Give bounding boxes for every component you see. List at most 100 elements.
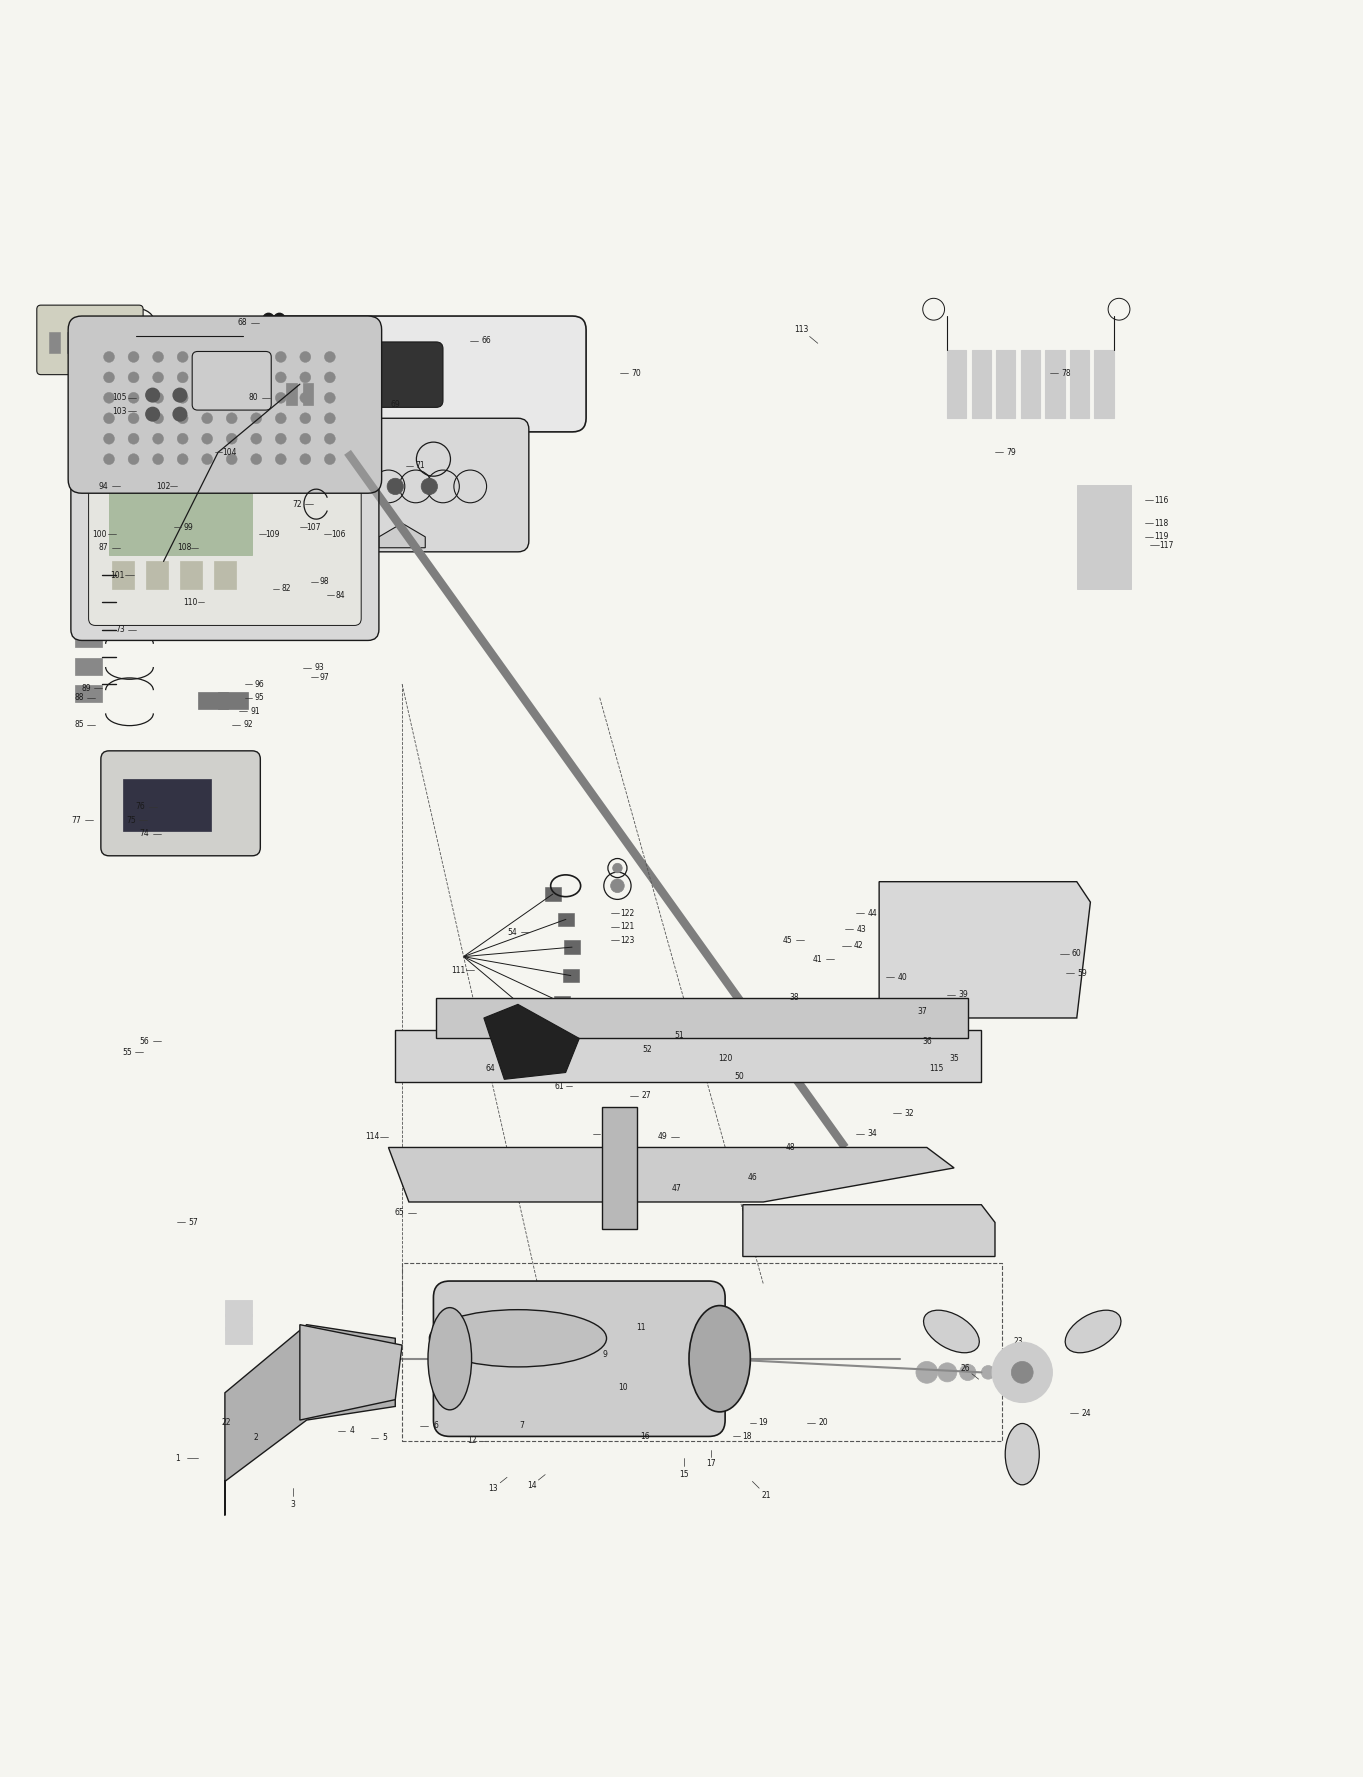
- Circle shape: [226, 393, 237, 403]
- FancyBboxPatch shape: [334, 341, 443, 407]
- Bar: [1077, 572, 1131, 588]
- Bar: [85, 332, 95, 354]
- Text: 107: 107: [307, 522, 320, 531]
- FancyBboxPatch shape: [289, 418, 529, 553]
- Bar: [402, 1263, 1002, 1441]
- FancyBboxPatch shape: [71, 448, 379, 640]
- FancyBboxPatch shape: [192, 352, 271, 410]
- Circle shape: [128, 393, 139, 403]
- Text: 82: 82: [282, 585, 290, 594]
- Circle shape: [202, 371, 213, 382]
- Circle shape: [275, 453, 286, 464]
- Text: 13: 13: [488, 1484, 499, 1493]
- Bar: [1077, 485, 1131, 501]
- Circle shape: [916, 1361, 938, 1383]
- Ellipse shape: [1005, 1423, 1039, 1486]
- Text: 65: 65: [394, 1208, 405, 1217]
- Bar: [123, 780, 211, 832]
- Text: 3: 3: [290, 1500, 296, 1509]
- Bar: [1094, 350, 1114, 418]
- Bar: [602, 1107, 637, 1230]
- Text: 120: 120: [718, 1054, 732, 1063]
- Text: 4: 4: [349, 1427, 354, 1436]
- Text: 56: 56: [139, 1036, 150, 1045]
- Text: 88: 88: [75, 693, 83, 702]
- Circle shape: [177, 352, 188, 363]
- Circle shape: [421, 478, 438, 494]
- Text: 46: 46: [747, 1173, 758, 1182]
- Bar: [303, 382, 313, 405]
- Circle shape: [300, 412, 311, 423]
- Text: 114: 114: [365, 1132, 379, 1141]
- Circle shape: [300, 453, 311, 464]
- Circle shape: [300, 434, 311, 444]
- FancyBboxPatch shape: [433, 1281, 725, 1436]
- Circle shape: [960, 1365, 976, 1381]
- Text: 59: 59: [1077, 968, 1088, 977]
- Bar: [1077, 562, 1131, 572]
- Bar: [557, 913, 574, 926]
- Circle shape: [226, 352, 237, 363]
- Text: 7: 7: [519, 1422, 525, 1430]
- Circle shape: [173, 407, 187, 421]
- Text: 91: 91: [249, 707, 260, 716]
- Text: 85: 85: [74, 720, 85, 729]
- Circle shape: [104, 371, 114, 382]
- Bar: [75, 604, 102, 620]
- Circle shape: [202, 352, 213, 363]
- Circle shape: [202, 453, 213, 464]
- Circle shape: [177, 434, 188, 444]
- Circle shape: [104, 453, 114, 464]
- Text: 70: 70: [631, 370, 642, 379]
- Circle shape: [274, 313, 285, 323]
- Circle shape: [202, 412, 213, 423]
- Text: 105: 105: [113, 393, 127, 402]
- Bar: [1045, 350, 1065, 418]
- Bar: [1077, 530, 1131, 542]
- Circle shape: [153, 412, 164, 423]
- Circle shape: [177, 371, 188, 382]
- Text: 55: 55: [121, 1048, 132, 1057]
- Circle shape: [153, 393, 164, 403]
- Bar: [75, 657, 102, 675]
- Text: 110: 110: [184, 597, 198, 606]
- Polygon shape: [225, 1324, 395, 1516]
- Polygon shape: [879, 881, 1090, 1018]
- Text: 119: 119: [1154, 533, 1168, 542]
- Text: 14: 14: [526, 1480, 537, 1489]
- Text: 41: 41: [812, 954, 823, 963]
- Text: 89: 89: [80, 684, 91, 693]
- Text: 76: 76: [135, 801, 146, 812]
- Text: 77: 77: [71, 816, 82, 825]
- Bar: [240, 380, 251, 405]
- Text: 109: 109: [266, 530, 279, 538]
- Circle shape: [251, 412, 262, 423]
- Text: 118: 118: [1154, 519, 1168, 528]
- Text: 37: 37: [917, 1006, 928, 1016]
- Bar: [225, 1327, 252, 1343]
- Text: 24: 24: [1081, 1409, 1092, 1418]
- Circle shape: [226, 434, 237, 444]
- Circle shape: [128, 412, 139, 423]
- Circle shape: [992, 1342, 1052, 1402]
- FancyBboxPatch shape: [259, 316, 586, 432]
- FancyBboxPatch shape: [395, 1031, 981, 1082]
- Text: 84: 84: [335, 592, 346, 601]
- Text: 32: 32: [904, 1109, 915, 1118]
- Text: 53: 53: [496, 1036, 507, 1045]
- Circle shape: [146, 389, 159, 402]
- Text: 73: 73: [114, 626, 125, 634]
- Text: 66: 66: [481, 336, 492, 345]
- Circle shape: [1011, 1361, 1033, 1383]
- Text: 42: 42: [853, 942, 864, 951]
- Bar: [75, 686, 102, 702]
- Circle shape: [275, 434, 286, 444]
- Text: 99: 99: [183, 522, 194, 531]
- Text: 21: 21: [762, 1491, 770, 1500]
- Text: 38: 38: [789, 993, 800, 1002]
- Circle shape: [300, 371, 311, 382]
- Bar: [286, 382, 297, 405]
- Bar: [67, 332, 78, 354]
- Circle shape: [128, 453, 139, 464]
- Text: 103: 103: [113, 407, 127, 416]
